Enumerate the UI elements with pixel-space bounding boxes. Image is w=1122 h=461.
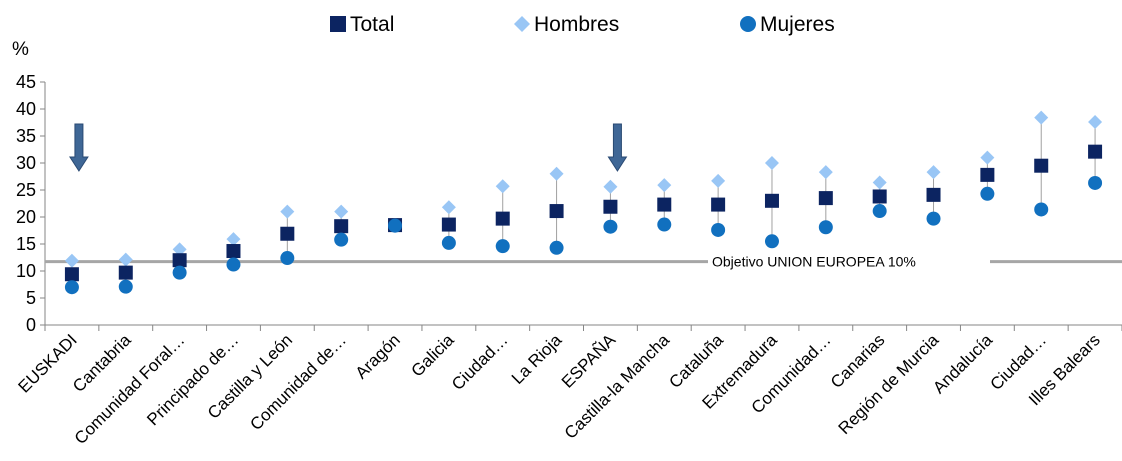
point-mujeres [64, 280, 79, 295]
point-mujeres [172, 265, 187, 280]
point-hombres [1088, 114, 1103, 129]
y-tick-label: 10 [16, 261, 36, 281]
legend-marker-mujeres [740, 16, 756, 32]
y-tick-label: 15 [16, 234, 36, 254]
point-mujeres [549, 240, 564, 255]
y-axis-label: % [12, 39, 29, 60]
y-tick-label: 0 [26, 315, 36, 335]
legend-label: Mujeres [760, 13, 835, 36]
point-hombres [334, 204, 349, 219]
category-label: Ciudad… [448, 330, 512, 394]
series-mujeres [64, 175, 1103, 295]
point-total [1088, 144, 1103, 159]
point-total [1034, 158, 1049, 173]
category-label: Aragón [352, 330, 404, 382]
point-mujeres [657, 217, 672, 232]
down-arrow-icon [607, 123, 628, 172]
category-label: Castilla-la Mancha [561, 330, 674, 443]
point-mujeres [118, 279, 133, 294]
point-total [441, 217, 456, 232]
point-mujeres [280, 251, 295, 266]
x-axis [44, 324, 1122, 331]
y-tick-label: 40 [16, 99, 36, 119]
legend-marker-total [330, 16, 346, 32]
point-hombres [280, 204, 295, 219]
category-label: Comunidad de… [246, 330, 350, 434]
category-label: Galicia [408, 330, 459, 381]
point-hombres [172, 242, 187, 257]
y-tick-label: 30 [16, 153, 36, 173]
category-label: Andalucía [929, 330, 996, 397]
category-label: EUSKADI [15, 330, 81, 396]
point-hombres [980, 150, 995, 165]
point-hombres [441, 200, 456, 215]
y-axis: 0 5 10 15 20 25 30 35 40 45 [16, 72, 46, 335]
legend-marker-hombres [514, 16, 530, 32]
point-mujeres [334, 232, 349, 247]
point-total [818, 191, 833, 206]
point-total [980, 167, 995, 182]
point-total [657, 197, 672, 212]
point-mujeres [764, 234, 779, 249]
point-hombres [495, 179, 510, 194]
point-total [764, 193, 779, 208]
point-mujeres [872, 204, 887, 219]
reference-line: Objetivo UNION EUROPEA 10% [45, 254, 1122, 270]
point-total [495, 211, 510, 226]
point-total [280, 226, 295, 241]
category-label: La Rioja [508, 330, 566, 388]
point-total [549, 204, 564, 219]
point-mujeres [711, 222, 726, 237]
down-arrow-icon [69, 123, 89, 172]
y-tick-label: 25 [16, 180, 36, 200]
point-total [226, 244, 241, 259]
point-hombres [926, 165, 941, 180]
point-hombres [603, 179, 618, 194]
y-tick-label: 20 [16, 207, 36, 227]
point-hombres [118, 252, 133, 267]
point-total [172, 253, 187, 268]
reference-line-label: Objetivo UNION EUROPEA 10% [712, 254, 916, 270]
point-mujeres [388, 218, 403, 233]
point-total [926, 187, 941, 202]
point-hombres [764, 156, 779, 170]
point-mujeres [1034, 202, 1049, 217]
category-label: Principado de… [143, 330, 242, 429]
point-hombres [711, 173, 726, 188]
point-mujeres [1088, 175, 1103, 190]
point-hombres [1034, 110, 1049, 125]
point-total [872, 189, 887, 204]
y-tick-label: 35 [16, 126, 36, 146]
y-tick-label: 5 [26, 288, 36, 308]
point-mujeres [818, 220, 833, 235]
point-total [603, 199, 618, 214]
point-mujeres [603, 219, 618, 234]
category-label: Región de Murcia [835, 330, 943, 438]
point-mujeres [495, 239, 510, 254]
point-total [118, 265, 133, 280]
point-hombres [64, 253, 79, 268]
highlight-arrows [69, 123, 628, 172]
point-mujeres [441, 235, 456, 250]
series-hombres [64, 110, 1103, 268]
point-hombres [226, 232, 241, 247]
point-mujeres [226, 257, 241, 272]
point-hombres [872, 175, 887, 190]
point-total [64, 267, 79, 282]
point-total [711, 197, 726, 212]
point-hombres [818, 165, 833, 180]
y-tick-label: 45 [16, 72, 36, 92]
point-hombres [549, 166, 564, 181]
point-mujeres [926, 211, 941, 226]
legend: Total Hombres Mujeres [330, 13, 835, 36]
legend-label: Total [350, 13, 394, 36]
point-hombres [657, 178, 672, 193]
point-mujeres [980, 186, 995, 201]
legend-label: Hombres [534, 13, 619, 36]
point-total [334, 219, 349, 234]
